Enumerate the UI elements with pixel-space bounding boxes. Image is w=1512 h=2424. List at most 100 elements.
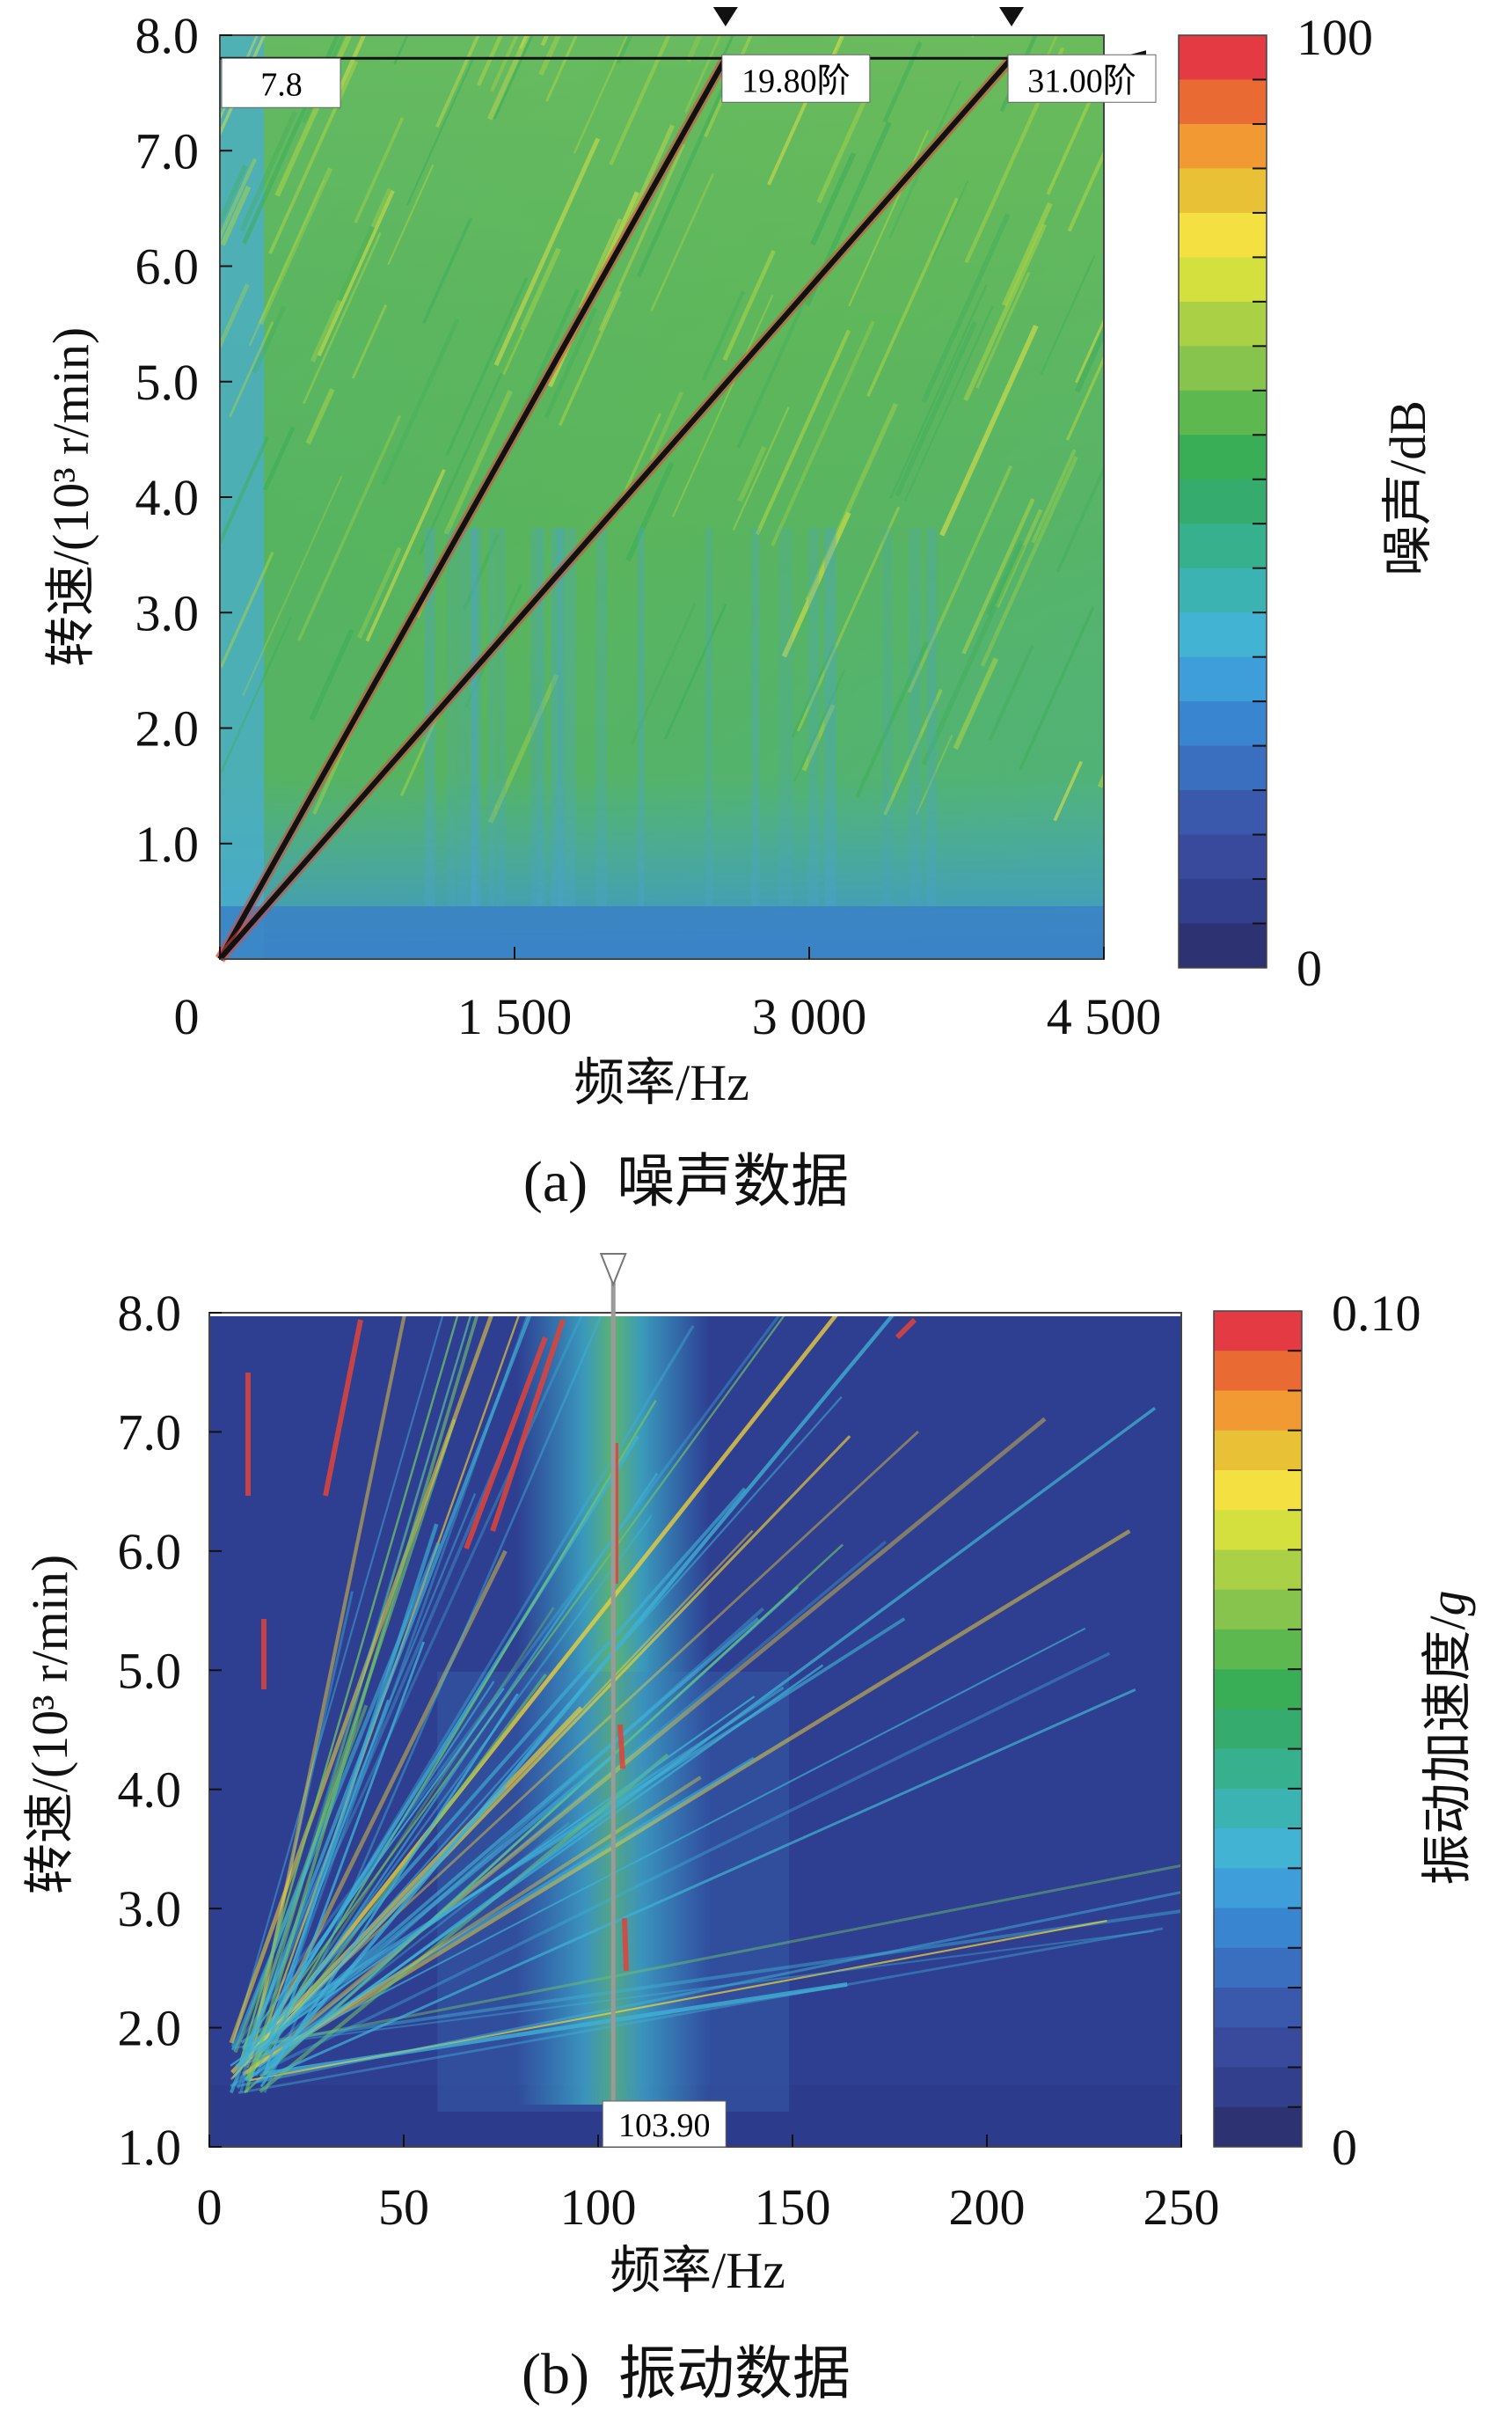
noise-streak xyxy=(1042,35,1059,64)
vibration-streak xyxy=(245,1417,1047,2076)
noise-streak xyxy=(443,390,513,535)
y-tick-label-a: 5.0 xyxy=(135,354,200,411)
noise-streak xyxy=(387,164,435,266)
noise-streak xyxy=(220,551,274,669)
noise-streak xyxy=(462,533,500,611)
colorbar-label-b-text: 振动加速度/ xyxy=(1419,1615,1476,1886)
noise-streak xyxy=(630,603,697,746)
noise-streak xyxy=(365,468,446,642)
vibration-streak xyxy=(263,1313,604,2093)
colorbar-b-frame xyxy=(1213,1310,1303,2148)
noise-streak xyxy=(791,645,836,738)
noise-streak xyxy=(916,735,953,815)
noise-streak xyxy=(732,406,790,531)
colorbar-b-swatch xyxy=(1214,1947,1302,1988)
colorbar-a-swatch xyxy=(1179,35,1267,80)
noise-band xyxy=(530,528,543,906)
colorbar-b-swatch xyxy=(1214,1748,1302,1790)
noise-streak xyxy=(544,307,598,419)
caption-b: (b) 振动数据 xyxy=(522,2342,851,2406)
noise-streak xyxy=(995,509,1043,608)
ylabel-b: 转速/(10³ r/min) xyxy=(21,1555,78,1894)
noise-streak xyxy=(903,305,994,502)
noise-streak xyxy=(823,35,845,75)
vibration-streak xyxy=(232,1437,509,2078)
y-tick-label-b: 4.0 xyxy=(118,1761,182,1819)
vibration-streak xyxy=(259,1664,824,2068)
colorbar-b-swatch xyxy=(1214,1988,1302,2028)
order-line-1 xyxy=(217,56,728,961)
vibration-streak xyxy=(230,1313,445,2047)
noise-streak xyxy=(793,669,846,782)
vibration-streak xyxy=(244,1543,844,2094)
noise-streak xyxy=(489,35,519,92)
colorbar-a: 100 0 xyxy=(1178,9,1373,997)
colorbar-a-min-label: 0 xyxy=(1297,940,1322,997)
noise-band xyxy=(496,528,506,906)
vibration-streak xyxy=(231,1930,1154,2049)
axes-b: 0 50 100 150 200 250 1.0 2.0 3.0 4.0 5.0 6.0 7.0 8.0 转… xyxy=(21,1285,1220,2236)
vibration-streak xyxy=(264,1313,897,2073)
colorbar-b-min-label: 0 xyxy=(1332,2119,1357,2176)
noise-streak xyxy=(476,35,503,86)
noise-streak xyxy=(619,413,662,502)
colorbar-a-swatch xyxy=(1179,212,1267,258)
y-tick-label-a: 2.0 xyxy=(135,700,200,758)
vibration-streak xyxy=(232,1313,783,2049)
noise-heatmap-panel: 7.8 19.80阶 31.00阶 0 1 500 3 000 4 500 1.0 2.0 3.… xyxy=(42,7,1373,1045)
colorbar-b-swatch xyxy=(1214,1669,1302,1710)
colorbar-a-swatch xyxy=(1179,79,1267,125)
caption-a: (a) 噪声数据 xyxy=(523,1150,849,1214)
noise-streak xyxy=(649,391,684,461)
noise-band xyxy=(909,528,921,906)
xlabel-a: 频率/Hz xyxy=(573,1054,749,1111)
y-tick-label-a: 4.0 xyxy=(135,469,200,526)
noise-streak xyxy=(1053,760,1083,822)
noise-streak xyxy=(258,166,333,326)
noise-streak xyxy=(220,35,259,121)
colorbar-a-swatch xyxy=(1179,123,1267,169)
noise-streaks xyxy=(220,35,1104,906)
colorbar-a-swatch xyxy=(1179,790,1267,836)
noise-streak xyxy=(985,539,1023,616)
noise-heatmap-field xyxy=(220,35,1104,959)
noise-band xyxy=(927,528,937,906)
noise-streak xyxy=(796,506,901,732)
noise-streak xyxy=(303,231,382,405)
colorbar-a-swatch xyxy=(1179,834,1267,880)
noise-band xyxy=(471,528,478,906)
axes-a: 0 1 500 3 000 4 500 1.0 2.0 3.0 4.0 5.0 6.0 7.0 8.0… xyxy=(42,7,1161,1045)
noise-streak xyxy=(975,272,1031,389)
colorbar-b-swatch xyxy=(1214,1908,1302,1949)
y-tick-label-b: 8.0 xyxy=(118,1285,182,1342)
vibration-streak xyxy=(235,1753,617,2069)
noise-streak xyxy=(931,179,969,260)
vibration-streak xyxy=(254,1430,919,2046)
colorbar-a-frame xyxy=(1178,34,1267,969)
colorbar-b-swatch xyxy=(1214,1351,1302,1391)
noise-streak xyxy=(822,35,844,79)
colorbar-b-swatch xyxy=(1214,1629,1302,1670)
colorbar-b-swatch xyxy=(1214,1510,1302,1550)
colorbar-b-swatch xyxy=(1214,1828,1302,1869)
noise-streak xyxy=(262,426,296,491)
colorbar-b-swatch xyxy=(1214,1788,1302,1829)
noise-streak xyxy=(961,498,1035,655)
vibration-streak xyxy=(262,1641,426,2076)
vibration-hotspot xyxy=(464,1336,548,1550)
order-label-1: 19.80阶 xyxy=(741,62,851,99)
noise-streak xyxy=(248,179,325,347)
colorbar-a-swatch xyxy=(1179,301,1267,347)
y-tick-label-a: 8.0 xyxy=(135,7,200,64)
vibration-streak xyxy=(244,1313,480,2093)
colorbar-label-a: 噪声/dB xyxy=(1379,400,1436,576)
noise-streak xyxy=(1067,149,1104,232)
noise-streak xyxy=(296,414,402,641)
vibration-streak xyxy=(236,1890,1181,2088)
noise-streak xyxy=(722,249,776,362)
x-tick-label-b: 200 xyxy=(949,2179,1026,2236)
x-tick-label-b: 150 xyxy=(755,2179,831,2236)
noise-band xyxy=(457,528,470,906)
noise-streak xyxy=(816,94,869,204)
